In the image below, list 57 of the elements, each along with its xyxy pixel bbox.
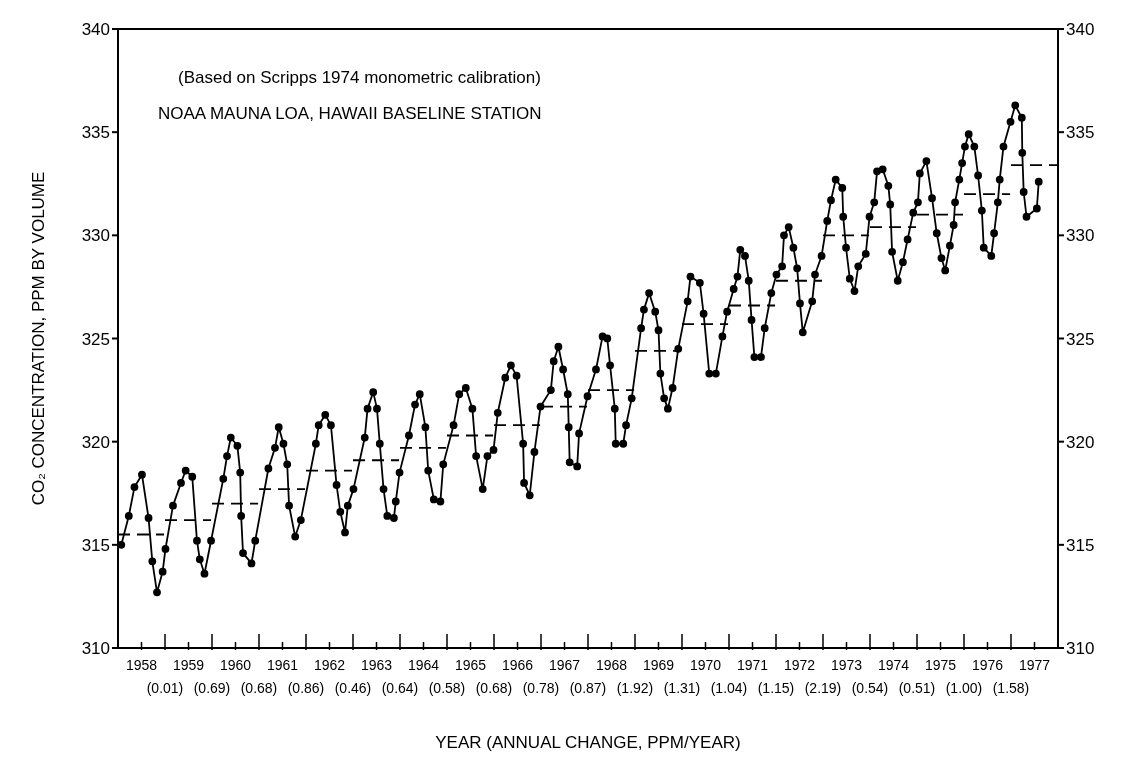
x-tick-label: 1970 [689, 657, 722, 673]
text: (1.04) [709, 680, 749, 696]
text: (0.69) [192, 680, 232, 696]
x-tick-label: 1976 [971, 657, 1004, 673]
x-tick-label: 1965 [454, 657, 487, 673]
y-tick-label: 325 [81, 329, 110, 349]
x-tick-label: 1977 [1018, 657, 1051, 673]
y-tick-label: 315 [81, 535, 110, 555]
annotation: NOAA MAUNA LOA, HAWAII BASELINE STATION [158, 104, 542, 124]
y-tick-label: 340 [81, 20, 110, 40]
y-tick-label: 335 [81, 123, 110, 143]
x-tick-label: 1962 [313, 657, 346, 673]
x-tick-label: 1961 [266, 657, 299, 673]
y-tick-label: 320 [81, 432, 110, 452]
text: (0.68) [474, 680, 514, 696]
x-tick-label: 1975 [924, 657, 957, 673]
y2-tick-label: 315 [1066, 535, 1095, 555]
x-axis-title: YEAR (ANNUAL CHANGE, PPM/YEAR) [435, 733, 741, 752]
x-tick-label: 1968 [595, 657, 628, 673]
text: (2.19) [803, 680, 843, 696]
x-tick-label: 1958 [125, 657, 158, 673]
x-tick-label: 1966 [501, 657, 534, 673]
x-tick-label: 1967 [548, 657, 581, 673]
y2-tick-label: 330 [1066, 226, 1095, 246]
text: (0.51) [897, 680, 937, 696]
text: (0.86) [286, 680, 326, 696]
x-tick-label: 1969 [642, 657, 675, 673]
x-tick-label: 1971 [736, 657, 769, 673]
x-tick-label: 1974 [877, 657, 910, 673]
x-tick-label: 1959 [172, 657, 205, 673]
text: (0.46) [333, 680, 373, 696]
annotation: (Based on Scripps 1974 monometric calibration) [178, 68, 541, 88]
text: (0.87) [568, 680, 608, 696]
text: (0.78) [521, 680, 561, 696]
y-tick-label: 330 [81, 226, 110, 246]
text: (1.15) [756, 680, 796, 696]
text: (0.68) [239, 680, 279, 696]
text: (0.01) [145, 680, 185, 696]
x-tick-label: 1960 [219, 657, 252, 673]
y2-tick-label: 325 [1066, 329, 1095, 349]
text: (0.58) [427, 680, 467, 696]
y2-tick-label: 320 [1066, 432, 1095, 452]
text: (0.64) [380, 680, 420, 696]
text: (0.54) [850, 680, 890, 696]
x-tick-label: 1972 [783, 657, 816, 673]
x-tick-label: 1964 [407, 657, 440, 673]
text: (1.00) [944, 680, 984, 696]
y-tick-label: 310 [81, 639, 110, 659]
y-axis-title: CO₂ CONCENTRATION, PPM BY VOLUME [29, 171, 49, 506]
text: (1.58) [991, 680, 1031, 696]
x-tick-label: 1973 [830, 657, 863, 673]
x-tick-label: 1963 [360, 657, 393, 673]
text: (1.92) [615, 680, 655, 696]
y2-tick-label: 340 [1066, 20, 1095, 40]
y2-tick-label: 310 [1066, 639, 1095, 659]
y2-tick-label: 335 [1066, 123, 1095, 143]
text: (1.31) [662, 680, 702, 696]
